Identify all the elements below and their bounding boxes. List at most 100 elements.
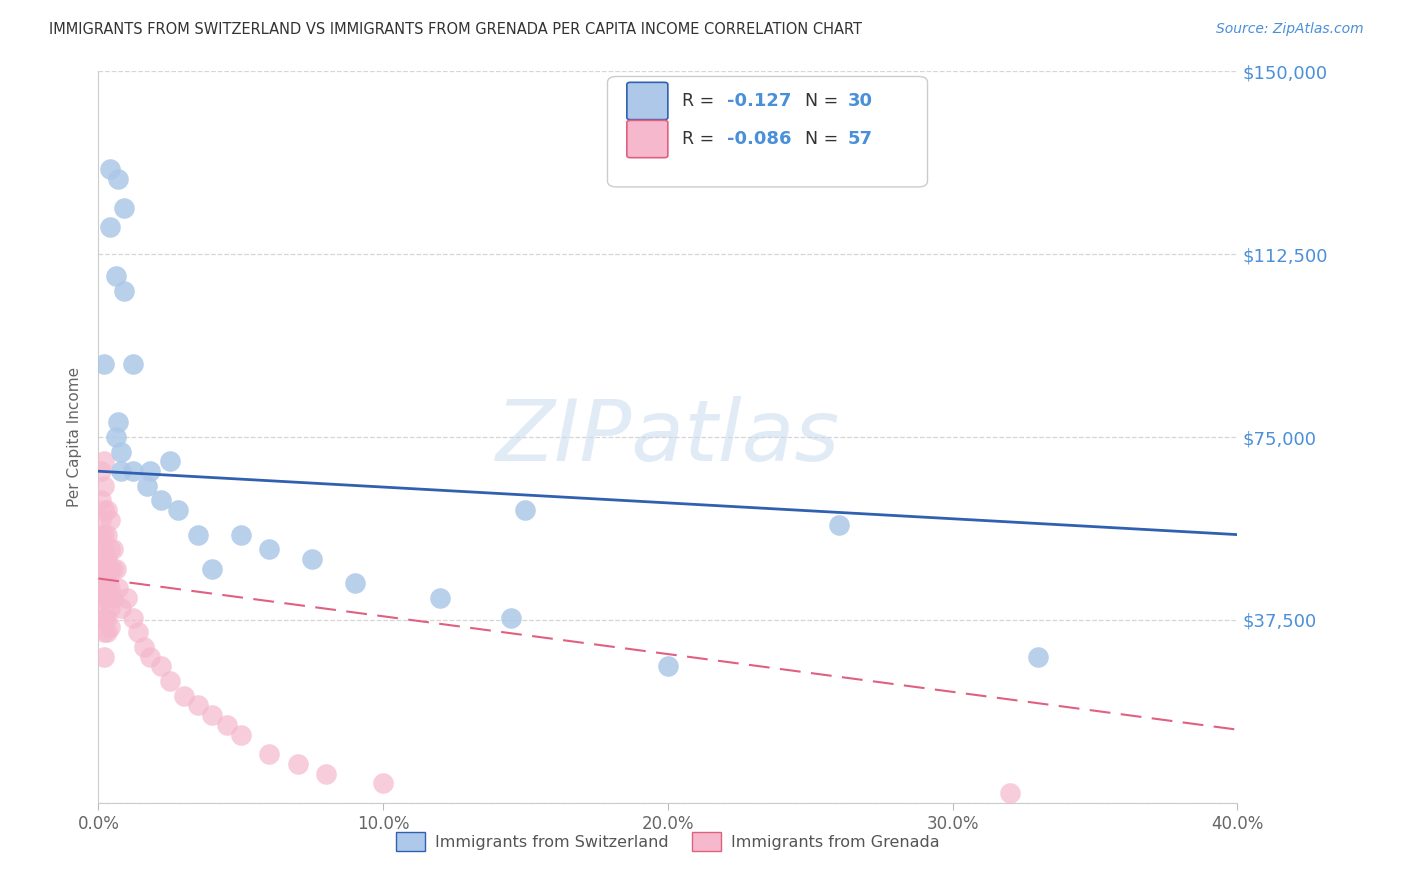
Point — [110, 600, 132, 615]
Point — [93, 542, 115, 557]
Point — [501, 610, 523, 624]
Text: 57: 57 — [848, 130, 873, 148]
Text: IMMIGRANTS FROM SWITZERLAND VS IMMIGRANTS FROM GRENADA PER CAPITA INCOME CORRELA: IMMIGRANTS FROM SWITZERLAND VS IMMIGRANT… — [49, 22, 862, 37]
Point — [112, 201, 135, 215]
Point — [138, 464, 160, 478]
Point — [127, 625, 149, 640]
Point — [107, 581, 129, 595]
Point — [93, 503, 115, 517]
Point — [98, 600, 121, 615]
Text: 30: 30 — [848, 92, 873, 110]
Point — [229, 727, 252, 741]
Point — [101, 542, 124, 557]
Point — [515, 503, 537, 517]
Point — [201, 562, 224, 576]
Point — [373, 776, 395, 790]
Point — [121, 610, 143, 624]
Point — [259, 747, 281, 761]
Text: N =: N = — [804, 92, 844, 110]
Point — [110, 464, 132, 478]
Text: ZIPatlas: ZIPatlas — [496, 395, 839, 479]
Point — [104, 430, 127, 444]
FancyBboxPatch shape — [627, 82, 668, 120]
Point — [90, 527, 112, 541]
Point — [104, 562, 127, 576]
Point — [93, 649, 115, 664]
Point — [90, 464, 112, 478]
Point — [998, 786, 1021, 800]
Point — [90, 576, 112, 591]
Point — [96, 576, 118, 591]
Point — [138, 649, 160, 664]
Point — [98, 581, 121, 595]
Point — [121, 464, 143, 478]
Point — [657, 659, 679, 673]
Point — [93, 527, 115, 541]
Y-axis label: Per Capita Income: Per Capita Income — [67, 367, 83, 508]
Point — [98, 620, 121, 634]
Text: -0.127: -0.127 — [727, 92, 792, 110]
Point — [828, 517, 851, 532]
Point — [96, 562, 118, 576]
Point — [90, 562, 112, 576]
Text: R =: R = — [682, 130, 720, 148]
Point — [112, 284, 135, 298]
Text: Source: ZipAtlas.com: Source: ZipAtlas.com — [1216, 22, 1364, 37]
Point — [96, 610, 118, 624]
Point — [107, 416, 129, 430]
Point — [98, 562, 121, 576]
Point — [187, 698, 209, 713]
FancyBboxPatch shape — [627, 120, 668, 158]
Point — [1026, 649, 1049, 664]
Point — [201, 708, 224, 723]
Point — [93, 591, 115, 605]
Point — [159, 454, 181, 468]
Point — [110, 444, 132, 458]
Point — [101, 591, 124, 605]
Point — [167, 503, 190, 517]
Point — [93, 625, 115, 640]
Point — [96, 625, 118, 640]
Point — [187, 527, 209, 541]
Point — [104, 269, 127, 284]
Point — [96, 503, 118, 517]
Point — [107, 171, 129, 186]
Point — [132, 640, 155, 654]
Point — [90, 542, 112, 557]
Point — [98, 161, 121, 176]
Point — [135, 479, 157, 493]
Point — [93, 479, 115, 493]
Point — [287, 756, 309, 771]
Point — [343, 576, 366, 591]
Point — [150, 493, 173, 508]
Point — [90, 513, 112, 527]
Point — [98, 513, 121, 527]
Point — [90, 591, 112, 605]
Point — [98, 220, 121, 235]
Point — [90, 493, 112, 508]
Point — [90, 610, 112, 624]
Text: N =: N = — [804, 130, 844, 148]
Point — [121, 357, 143, 371]
Point — [93, 562, 115, 576]
Point — [115, 591, 138, 605]
Point — [215, 718, 238, 732]
Point — [93, 454, 115, 468]
Point — [259, 542, 281, 557]
Point — [301, 552, 323, 566]
Point — [93, 610, 115, 624]
Point — [98, 542, 121, 557]
Point — [173, 689, 195, 703]
Point — [429, 591, 451, 605]
Point — [150, 659, 173, 673]
Point — [229, 527, 252, 541]
Point — [96, 591, 118, 605]
Point — [159, 673, 181, 688]
Point — [101, 562, 124, 576]
Text: -0.086: -0.086 — [727, 130, 792, 148]
Point — [96, 552, 118, 566]
Point — [315, 766, 337, 780]
Legend: Immigrants from Switzerland, Immigrants from Grenada: Immigrants from Switzerland, Immigrants … — [389, 826, 946, 857]
Point — [93, 357, 115, 371]
Point — [93, 576, 115, 591]
